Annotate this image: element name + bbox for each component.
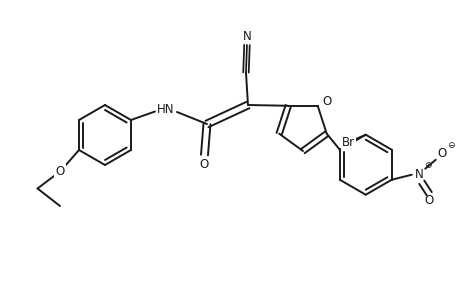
Text: O: O: [199, 158, 209, 170]
Text: O: O: [424, 194, 433, 207]
Text: N: N: [242, 30, 252, 43]
Text: O: O: [436, 147, 445, 160]
Text: O: O: [321, 95, 330, 108]
Text: HN: HN: [157, 103, 174, 116]
Text: ⊕: ⊕: [423, 161, 431, 170]
Text: ⊖: ⊖: [446, 141, 453, 150]
Text: O: O: [55, 164, 65, 178]
Text: Br: Br: [341, 136, 354, 149]
Text: N: N: [414, 168, 423, 181]
